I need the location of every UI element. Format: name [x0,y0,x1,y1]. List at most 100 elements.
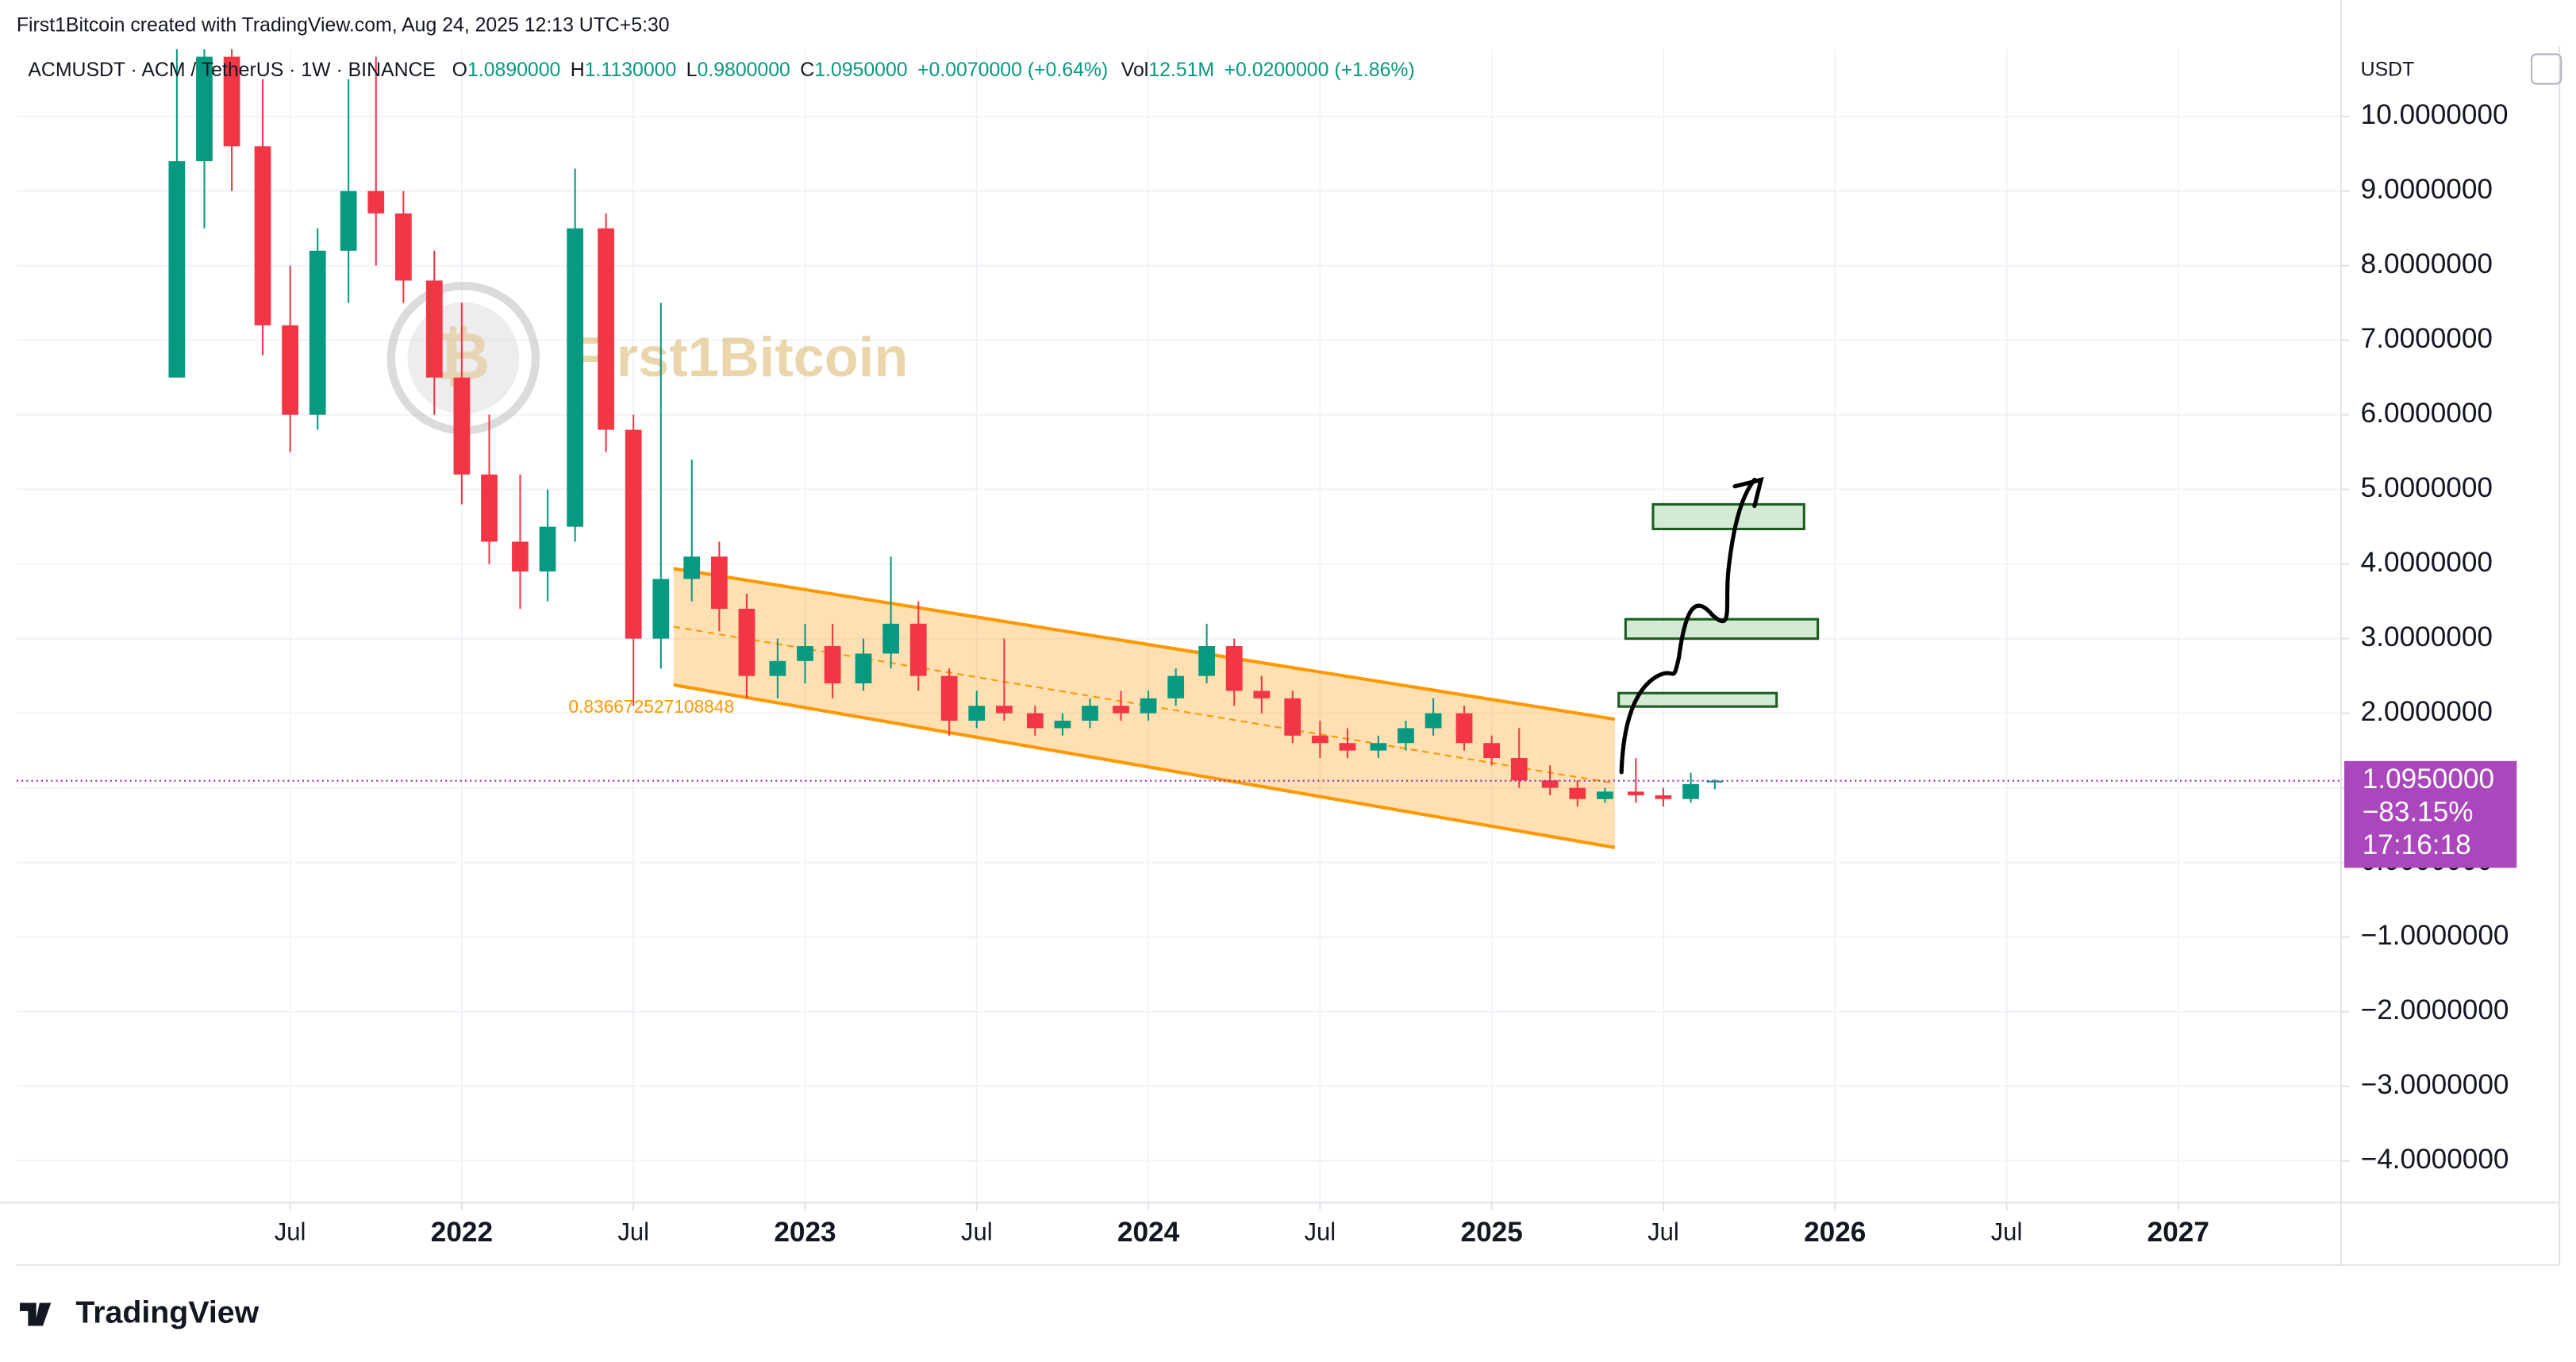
candle-body [1198,646,1215,676]
candle-body [223,56,240,147]
y-tick-label: 3.0000000 [2361,621,2493,652]
legend-text: C [800,60,814,81]
candle-body [340,190,357,251]
candle-body [1627,791,1644,796]
candle-body [539,526,556,572]
x-tick-label: Jul [1647,1218,1679,1246]
y-tick-label: 5.0000000 [2361,472,2493,503]
candle-body [1140,698,1157,714]
settings-box[interactable] [2530,53,2563,85]
legend-text: L [686,60,698,81]
y-tick-label: 4.0000000 [2361,547,2493,578]
legend-text: +0.0070000 (+0.64%) [917,60,1108,81]
candle-body [196,56,213,162]
price-label: 17:16:18 [2363,829,2471,860]
target-box [1617,691,1778,708]
y-tick-label: −4.0000000 [2361,1144,2509,1175]
candle-body [1082,706,1098,721]
candle-body [1370,743,1387,751]
axes: 10.0000000 9.0000000 8.0000000 7.0000000 6.0… [0,0,2561,1266]
candle-body [683,556,701,579]
candle-body [512,541,529,572]
candle-body [1706,780,1724,783]
candles [16,49,2341,807]
candle-body [598,228,614,430]
candle-body [1225,646,1243,691]
y-tick-label: 9.0000000 [2361,174,2493,205]
candle-body [652,579,670,639]
candle-body [1253,691,1271,698]
candle-body [453,377,471,475]
channel-lower [673,683,1616,849]
x-tick-label: Jul [961,1218,993,1246]
candle-body [567,228,584,527]
candle-body [855,653,872,684]
candle-body [309,250,326,415]
y-tick-label: 7.0000000 [2361,323,2493,354]
x-tick-label: 2022 [431,1217,493,1248]
candle-body [940,675,958,721]
candle-body [1655,795,1672,799]
x-tick-label: 2027 [2147,1217,2209,1248]
currency: USDT [2361,60,2415,81]
legend-text: 12.51M [1148,60,1214,81]
candle-body [425,280,443,378]
legend-text: H [571,60,585,81]
y-tick-label: −1.0000000 [2361,920,2509,951]
candle-body [1398,728,1414,744]
candle-body [797,646,813,661]
legend-text: +0.0200000 (+1.86%) [1225,60,1415,81]
y-tick-label: −2.0000000 [2361,995,2509,1025]
candle-body [481,474,498,542]
candle-body [1597,791,1613,799]
candle-body [1026,713,1044,729]
y-tick-label: −3.0000000 [2361,1069,2509,1100]
candle-body [1569,787,1586,799]
x-tick-label: 2026 [1804,1217,1866,1248]
candle-body [168,161,186,378]
brand-text: TradingView [75,1295,259,1329]
candle-body [1167,675,1185,698]
x-tick-label: 2023 [774,1217,836,1248]
legend-text: 1.1130000 [585,60,677,81]
legend-text: O [452,60,467,81]
candle-body [394,213,412,281]
candle-body [1682,783,1699,799]
x-tick-label: 2025 [1461,1217,1523,1248]
y-tick-label: 10.0000000 [2361,99,2509,130]
candle-body [1284,698,1301,736]
candle-body [1113,706,1129,714]
legend-text: Vol [1121,60,1149,81]
legend-text: 0.9800000 [698,60,790,81]
candle-body [1339,743,1356,751]
y-tick-label: 6.0000000 [2361,398,2493,429]
y-tick-label: 8.0000000 [2361,248,2493,279]
price-label: −83.15% [2363,796,2474,827]
candle-body [968,706,986,721]
legend-text: 1.0950000 [814,60,907,81]
candle-body [995,706,1013,714]
candle-body [824,646,841,684]
watermark-text: First1Bitcoin [567,325,908,388]
candle-body [625,429,642,639]
price-box-bg [2343,760,2517,868]
x-tick-label: 2024 [1117,1217,1180,1248]
candle-body [909,623,927,676]
candle-body [1311,735,1328,744]
symbol-legend: ACMUSDT · ACM / TetherUS · 1W · BINANCE O… [28,60,1414,81]
target-box [1651,502,1805,531]
x-tick-label: Jul [1305,1218,1336,1246]
candle-body [1455,713,1473,744]
created-by: First1Bitcoin created with TradingView.c… [17,15,670,37]
candle-body [367,190,385,214]
candle-body [769,660,786,676]
price-label: 1.0950000 [2363,764,2494,794]
x-tick-label: Jul [1991,1218,2023,1246]
candle-body [1483,743,1501,759]
x-tick-label: Jul [617,1218,649,1246]
channel-upper [673,567,1616,721]
candle-body [1054,721,1071,729]
brand-logo: TradingView [19,1295,260,1329]
